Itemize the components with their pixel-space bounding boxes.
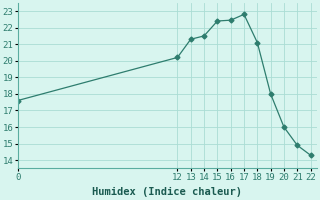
X-axis label: Humidex (Indice chaleur): Humidex (Indice chaleur) xyxy=(92,187,243,197)
